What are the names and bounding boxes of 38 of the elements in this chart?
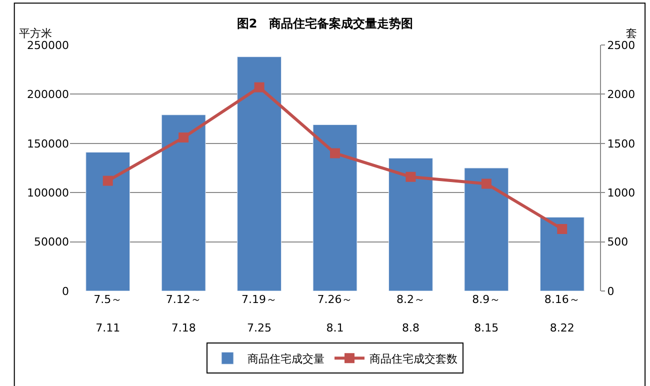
y-tick-label: 150000 <box>27 137 69 150</box>
y-tick-label: 50000 <box>34 236 69 249</box>
category-label: 8.16～ 8.22 <box>544 293 580 335</box>
category-label: 8.9～ 8.15 <box>472 293 501 335</box>
category-label: 7.19～ 7.25 <box>242 293 278 335</box>
y-tick-label: 200000 <box>27 88 69 102</box>
point <box>178 132 189 142</box>
category-label: 8.2～ 8.8 <box>396 293 425 335</box>
y2-tick-label: 500 <box>607 236 628 249</box>
y2-tick-label: 2500 <box>607 38 636 52</box>
y2-tick-label: 2000 <box>607 88 636 102</box>
y-tick-label: 100000 <box>27 186 69 200</box>
point <box>406 172 416 182</box>
category-label: 7.5～ 7.11 <box>94 293 122 335</box>
legend-label: 商品住宅成交套数 <box>370 352 458 366</box>
point <box>254 82 264 92</box>
bar <box>161 114 206 291</box>
y-tick-label: 0 <box>62 284 69 298</box>
y-axis-title: 平方米 <box>19 27 52 40</box>
point <box>481 178 492 189</box>
y-tick-label: 250000 <box>27 38 69 52</box>
legend-label: 商品住宅成交量 <box>248 352 324 366</box>
category-label: 7.12～ 7.18 <box>166 293 202 335</box>
bar <box>312 124 358 291</box>
point <box>330 148 340 158</box>
category-label: 7.26～ 8.1 <box>317 293 353 335</box>
bar <box>237 56 282 291</box>
bar <box>388 158 433 291</box>
point <box>102 176 113 186</box>
y2-tick-label: 1000 <box>607 186 636 200</box>
y2-tick-label: 1500 <box>607 137 636 150</box>
y2-axis-title: 套 <box>626 27 637 40</box>
y2-tick-label: 0 <box>607 284 614 298</box>
bar <box>540 216 584 291</box>
chart-title: 图2 商品住宅备案成交量走势图 <box>236 16 414 31</box>
point <box>557 224 568 234</box>
bar <box>86 152 130 291</box>
bar <box>464 168 509 291</box>
